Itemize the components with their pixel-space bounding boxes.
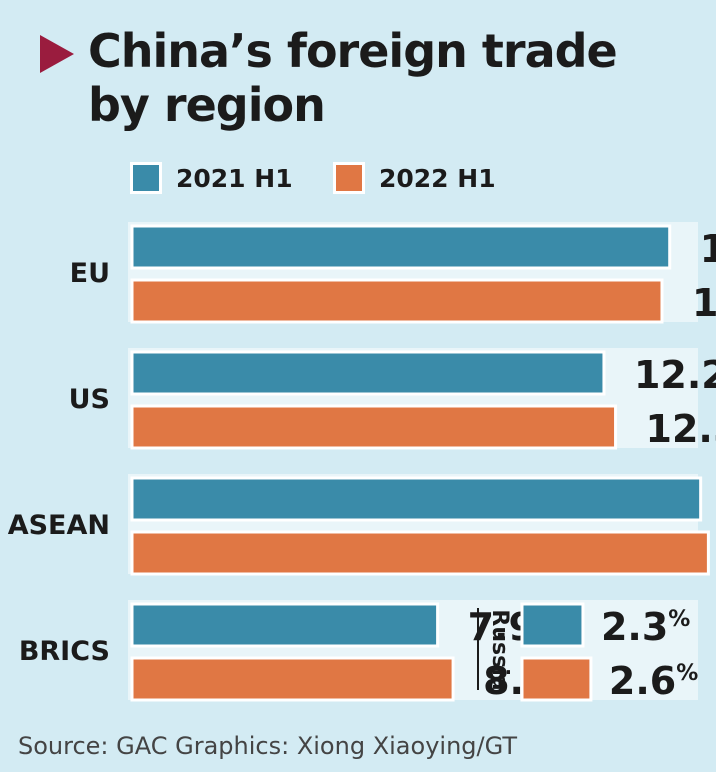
legend-swatch-2021 xyxy=(130,162,162,194)
bar-asean-2021-h1 xyxy=(130,476,703,522)
bar-brics-2022-h1 xyxy=(130,656,455,702)
bar-us-2022-h1 xyxy=(130,404,618,450)
value-label-us-2021-h1: 12.2% xyxy=(634,353,716,397)
bar-asean-2022-h1 xyxy=(130,530,710,576)
value-label-russia-2021-h1: 2.3% xyxy=(601,605,690,649)
legend-item-2021: 2021 H1 xyxy=(130,158,293,198)
bar-us-2021-h1 xyxy=(130,350,606,396)
value-label-us-2022-h1: 12.5% xyxy=(646,407,716,451)
chart-title-line-2: by region xyxy=(88,78,326,132)
legend-swatch-2022 xyxy=(333,162,365,194)
bar-eu-2022-h1 xyxy=(130,278,664,324)
bar-chart: EU13.9%13.7%US12.2%12.5%ASEAN14.7%14.9%B… xyxy=(8,222,716,703)
bar-russia-2021-h1 xyxy=(520,602,585,648)
legend-label-2021: 2021 H1 xyxy=(176,163,293,193)
category-label-us: US xyxy=(69,384,110,415)
legend-item-2022: 2022 H1 xyxy=(333,158,496,198)
bar-brics-2021-h1 xyxy=(130,602,440,648)
legend-label-2022: 2022 H1 xyxy=(379,163,496,193)
russia-label: Russia xyxy=(487,609,512,690)
chart-title-line-1: China’s foreign trade xyxy=(88,24,618,78)
value-label-eu-2021-h1: 13.9% xyxy=(700,227,716,271)
value-label-eu-2022-h1: 13.7% xyxy=(692,281,716,325)
title-arrow-icon xyxy=(40,35,74,73)
bar-eu-2021-h1 xyxy=(130,224,672,270)
bar-russia-2022-h1 xyxy=(520,656,593,702)
category-label-eu: EU xyxy=(70,258,110,289)
category-label-asean: ASEAN xyxy=(8,510,110,541)
source-credit: Source: GAC Graphics: Xiong Xiaoying/GT xyxy=(18,732,517,760)
category-label-brics: BRICS xyxy=(19,636,110,667)
